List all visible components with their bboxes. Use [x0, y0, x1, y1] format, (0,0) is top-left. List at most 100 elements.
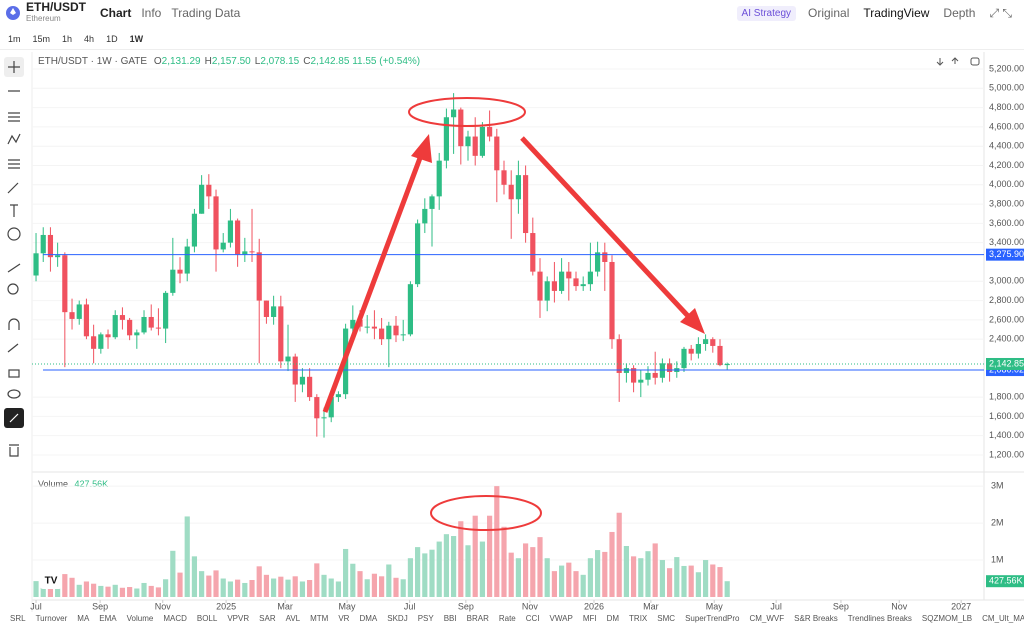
candle-body: [415, 223, 421, 285]
interval[interactable]: 15m: [32, 34, 51, 44]
volume-bar: [559, 565, 565, 597]
candle-body: [213, 196, 219, 250]
last-volume-label: 427.56K: [989, 576, 1023, 586]
indicator[interactable]: CM_Ult_MACD: [982, 614, 1024, 623]
indicator-bar: SRL Turnover MA EMA Volume MACD BOLL VPVR SAR AVL…: [0, 614, 1024, 628]
volume-bar: [271, 578, 277, 597]
symbol[interactable]: ETH/USDT: [26, 0, 86, 14]
indicator[interactable]: MA: [77, 614, 90, 623]
annotations: [322, 97, 705, 531]
volume-bar: [566, 562, 572, 597]
indicator[interactable]: DM: [606, 614, 620, 623]
level-label: 3,275.90: [989, 249, 1024, 259]
x-tick-label: Nov: [522, 601, 539, 611]
candle-body: [566, 271, 572, 279]
x-tick-label: 2026: [584, 601, 604, 611]
indicator[interactable]: CCI: [525, 614, 540, 623]
interval[interactable]: 1m: [8, 34, 21, 44]
indicator[interactable]: SKDJ: [387, 614, 408, 623]
indicator[interactable]: Trendlines Breaks: [847, 614, 912, 623]
indicator[interactable]: VWAP: [549, 614, 573, 623]
volume-bar: [436, 541, 442, 597]
y-tick-label: 4,400.00: [989, 141, 1024, 151]
volume-bar: [314, 563, 320, 597]
indicator[interactable]: SAR: [259, 614, 276, 623]
volume-bar: [530, 547, 536, 597]
x-tick-label: May: [706, 601, 724, 611]
view-tab[interactable]: Original: [808, 6, 850, 20]
interval[interactable]: 1h: [62, 34, 73, 44]
y-tick-label: 1,200.00: [989, 449, 1024, 459]
interval[interactable]: 1W: [129, 34, 144, 44]
volume-bar: [443, 534, 449, 597]
tab[interactable]: Chart: [100, 6, 132, 20]
last-volume-bg: [986, 575, 1024, 588]
volume-bar: [33, 581, 39, 597]
volume-bar: [40, 585, 46, 597]
volume-bar: [76, 584, 82, 597]
volume-bar: [227, 581, 234, 597]
legend-value: 2,131.29: [161, 56, 201, 67]
candle-body: [580, 284, 586, 287]
candle-body: [724, 363, 730, 366]
indicator[interactable]: PSY: [417, 614, 434, 623]
arrowhead: [411, 134, 432, 163]
legend-key: C: [303, 56, 311, 67]
indicator[interactable]: MACD: [163, 614, 187, 623]
candle-body: [249, 251, 255, 253]
volume-bar: [587, 558, 593, 597]
interval[interactable]: 4h: [84, 34, 95, 44]
last-price-label: 2,142.85: [989, 358, 1024, 368]
indicator[interactable]: SRL: [10, 614, 26, 623]
candle-body: [119, 315, 126, 320]
candle-body: [479, 126, 485, 156]
indicator[interactable]: Rate: [498, 614, 516, 623]
volume-bar: [163, 579, 169, 597]
volume-bar: [422, 553, 428, 597]
candle-body: [47, 234, 54, 258]
indicator[interactable]: VR: [338, 614, 350, 623]
x-tick-label: May: [339, 601, 357, 611]
indicator[interactable]: S&R Breaks: [794, 614, 838, 623]
candle-body: [76, 304, 82, 319]
candle-body: [220, 242, 226, 250]
indicator[interactable]: Volume: [126, 614, 154, 623]
indicator[interactable]: CM_WVF: [749, 614, 785, 623]
candle-body: [595, 252, 601, 272]
indicator[interactable]: EMA: [99, 614, 117, 623]
tab[interactable]: Info: [141, 6, 162, 20]
candle-body: [400, 334, 406, 336]
volume-bar: [515, 558, 521, 597]
legend-change: 11.55 (+0.54%): [352, 56, 421, 67]
indicator[interactable]: VPVR: [227, 614, 250, 623]
tab[interactable]: Trading Data: [171, 6, 241, 20]
view-tab[interactable]: Depth: [943, 6, 976, 20]
indicator[interactable]: DMA: [359, 614, 378, 623]
volume-bar: [299, 581, 306, 597]
indicator[interactable]: TRIX: [629, 614, 648, 623]
indicator[interactable]: BOLL: [196, 614, 218, 623]
candle-body: [667, 363, 673, 372]
view-tab[interactable]: TradingView: [863, 6, 930, 20]
candle-body: [393, 325, 399, 336]
indicator[interactable]: MTM: [310, 614, 329, 623]
volume-bar: [235, 579, 241, 597]
indicator[interactable]: SMC: [657, 614, 676, 623]
indicator[interactable]: BBI: [443, 614, 457, 623]
y-tick-label: 3,800.00: [989, 198, 1024, 208]
volume-bar: [170, 550, 176, 597]
legend-key: L: [254, 56, 261, 67]
indicator[interactable]: AVL: [285, 614, 301, 623]
expand-icons[interactable]: ⤢ ⤡: [989, 5, 1012, 20]
ai-strategy-button[interactable]: AI Strategy: [736, 5, 797, 21]
candle-body: [91, 336, 97, 349]
indicator[interactable]: BRAR: [466, 614, 489, 623]
indicator[interactable]: MFI: [582, 614, 597, 623]
indicator[interactable]: Turnover: [35, 614, 68, 623]
indicator[interactable]: SuperTrendPro: [685, 614, 740, 623]
x-tick-label: Mar: [643, 601, 659, 611]
indicator[interactable]: SQZMOM_LB: [921, 614, 973, 623]
legend-key: O: [153, 56, 162, 67]
interval[interactable]: 1D: [106, 34, 118, 44]
